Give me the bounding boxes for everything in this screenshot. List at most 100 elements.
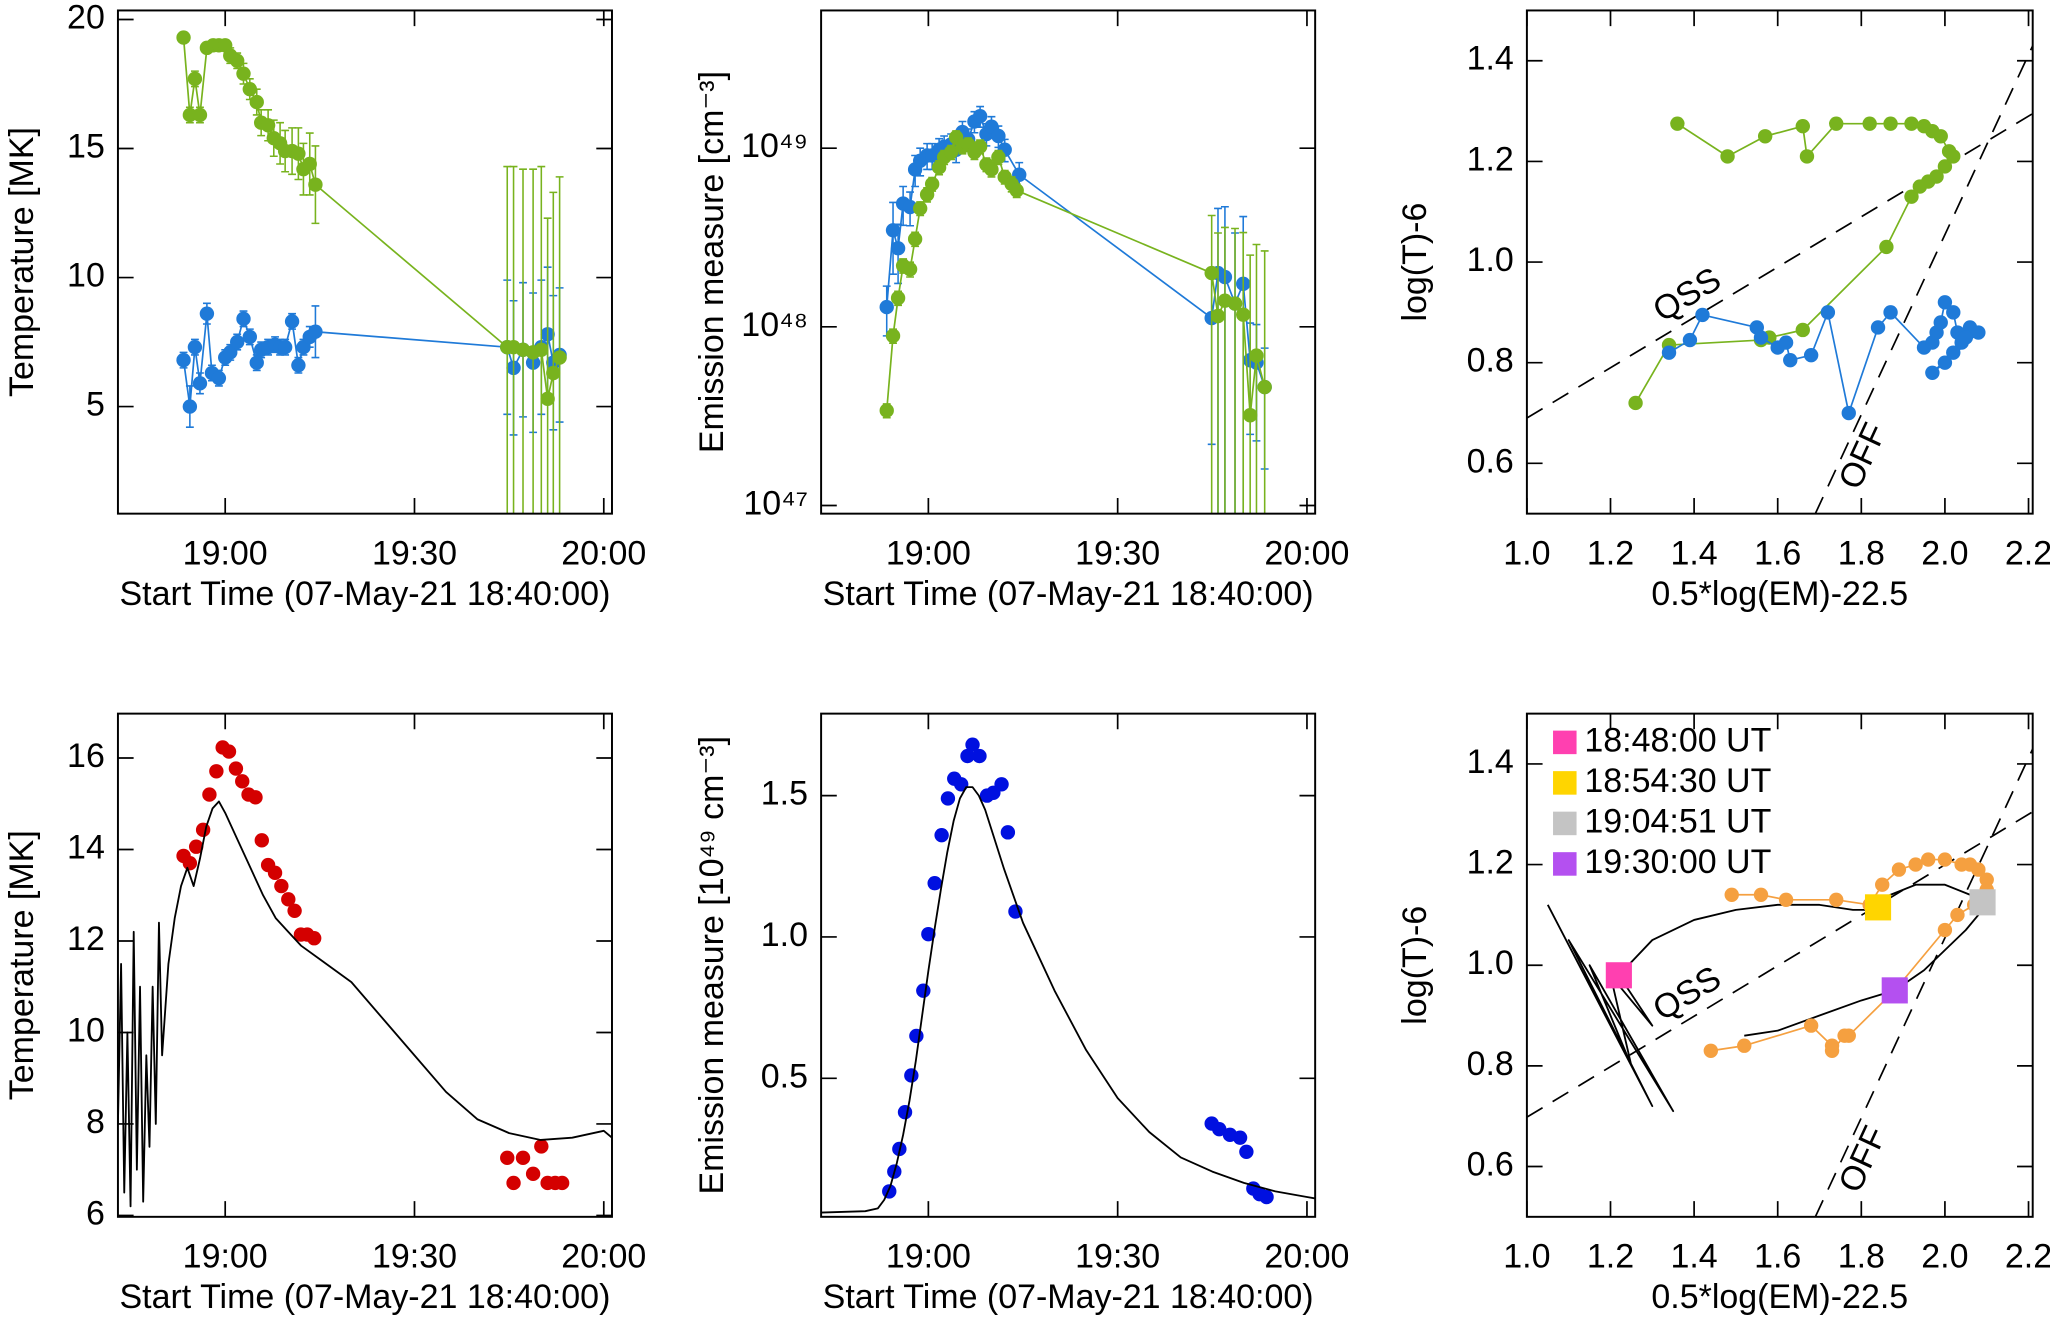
data-point bbox=[209, 764, 224, 779]
data-point bbox=[1916, 119, 1932, 134]
data-point bbox=[1937, 922, 1953, 938]
x-tick-label: 19:30 bbox=[372, 534, 457, 572]
y-tick-label: 10⁴⁷ bbox=[743, 484, 808, 522]
x-tick-label: 1.2 bbox=[1587, 534, 1634, 572]
data-point bbox=[902, 262, 918, 277]
data-point bbox=[1841, 405, 1856, 421]
y-tick-label: 0.6 bbox=[1467, 1145, 1514, 1183]
legend-swatch bbox=[1553, 811, 1577, 836]
data-point bbox=[907, 231, 923, 247]
error-bar bbox=[1252, 243, 1261, 514]
data-point bbox=[1971, 325, 1986, 340]
data-point bbox=[221, 744, 237, 759]
y-tick-label: 10⁴⁹ bbox=[741, 127, 808, 165]
data-point bbox=[921, 926, 936, 942]
y-tick-label: 1.4 bbox=[1467, 743, 1514, 781]
data-point bbox=[182, 107, 198, 123]
data-point bbox=[1799, 149, 1815, 164]
data-point bbox=[1937, 355, 1953, 370]
data-point bbox=[1841, 1028, 1856, 1043]
data-point bbox=[943, 144, 959, 160]
x-axis-title: Start Time (07-May-21 18:40:00) bbox=[823, 1278, 1314, 1316]
data-point bbox=[1009, 183, 1024, 198]
data-point bbox=[199, 306, 215, 321]
x-tick-label: 19:30 bbox=[372, 1238, 457, 1276]
data-point bbox=[1757, 129, 1773, 144]
y-axis-title: Temperature [MK] bbox=[3, 830, 41, 1100]
data-point bbox=[248, 790, 263, 805]
data-point bbox=[1204, 265, 1219, 281]
reference-line bbox=[1814, 45, 2033, 514]
data-point bbox=[1227, 296, 1243, 311]
y-tick-label: 1.0 bbox=[1467, 241, 1514, 279]
data-point bbox=[284, 314, 300, 329]
x-tick-label: 1.6 bbox=[1754, 534, 1801, 572]
y-tick-label: 12 bbox=[67, 920, 105, 958]
x-tick-label: 1.4 bbox=[1670, 1238, 1717, 1276]
data-point bbox=[223, 345, 238, 360]
data-point bbox=[972, 109, 988, 124]
data-point bbox=[1778, 335, 1794, 350]
data-point bbox=[506, 1175, 521, 1191]
data-point bbox=[1824, 1043, 1840, 1058]
data-point bbox=[242, 81, 257, 97]
legend-label: 18:54:30 UT bbox=[1584, 762, 1771, 800]
error-bar bbox=[1231, 227, 1239, 514]
data-point bbox=[1628, 395, 1643, 411]
x-axis-title: 0.5*log(EM)-22.5 bbox=[1651, 1278, 1908, 1316]
data-point bbox=[1946, 345, 1961, 360]
data-point bbox=[1257, 379, 1272, 395]
time-marker bbox=[1881, 977, 1908, 1004]
data-point bbox=[254, 833, 269, 848]
data-point bbox=[188, 839, 204, 854]
data-point bbox=[176, 352, 191, 368]
x-tick-label: 1.0 bbox=[1503, 534, 1550, 572]
data-point bbox=[1904, 116, 1919, 131]
plot-frame bbox=[820, 712, 1317, 1218]
series-line bbox=[1668, 301, 1980, 414]
data-point bbox=[202, 787, 217, 802]
panel: QSS OFF 1.0 1.2 1.4 1.6 1.8 2.0 2.2 0.6 0.8 1.0 1.2 1… bbox=[1396, 9, 2050, 613]
y-tick-label: 10 bbox=[67, 1011, 105, 1049]
x-tick-label: 20:00 bbox=[561, 1238, 646, 1276]
data-point bbox=[927, 876, 942, 891]
error-bar bbox=[1207, 214, 1216, 514]
y-tick-label: 6 bbox=[86, 1194, 105, 1232]
data-point bbox=[1883, 116, 1898, 131]
x-tick-label: 20:00 bbox=[561, 534, 646, 572]
reference-label: OFF bbox=[1831, 417, 1894, 495]
y-tick-label: 1.5 bbox=[761, 775, 808, 813]
data-point bbox=[1803, 347, 1819, 363]
data-point bbox=[306, 931, 322, 946]
error-bar bbox=[1239, 231, 1248, 514]
legend-swatch bbox=[1553, 730, 1577, 755]
data-point bbox=[1904, 189, 1919, 204]
plot-area bbox=[821, 737, 1316, 1214]
data-point bbox=[267, 865, 283, 881]
legend-label: 19:30:00 UT bbox=[1584, 843, 1771, 881]
data-point bbox=[916, 983, 931, 998]
x-tick-label: 20:00 bbox=[1264, 1238, 1349, 1276]
data-point bbox=[249, 355, 264, 370]
error-bar bbox=[1214, 232, 1222, 514]
series-line bbox=[117, 800, 612, 1208]
plot-area bbox=[879, 105, 1272, 514]
data-point bbox=[904, 1068, 919, 1083]
data-point bbox=[1820, 305, 1836, 320]
x-axis-title: Start Time (07-May-21 18:40:00) bbox=[823, 575, 1314, 613]
plot-frame bbox=[1525, 9, 2034, 515]
data-point bbox=[1753, 330, 1769, 345]
x-tick-label: 19:00 bbox=[886, 1238, 971, 1276]
x-tick-label: 20:00 bbox=[1264, 534, 1349, 572]
data-point bbox=[1210, 308, 1226, 324]
legend-label: 18:48:00 UT bbox=[1584, 721, 1771, 759]
x-tick-label: 1.2 bbox=[1587, 1238, 1634, 1276]
y-tick-label: 1.0 bbox=[1467, 944, 1514, 982]
data-point bbox=[1829, 892, 1844, 907]
data-point bbox=[182, 399, 198, 414]
x-axis-title: 0.5*log(EM)-22.5 bbox=[1651, 575, 1908, 613]
series-line bbox=[821, 786, 1316, 1214]
data-point bbox=[1249, 348, 1264, 363]
y-tick-label: 1.4 bbox=[1467, 40, 1514, 78]
